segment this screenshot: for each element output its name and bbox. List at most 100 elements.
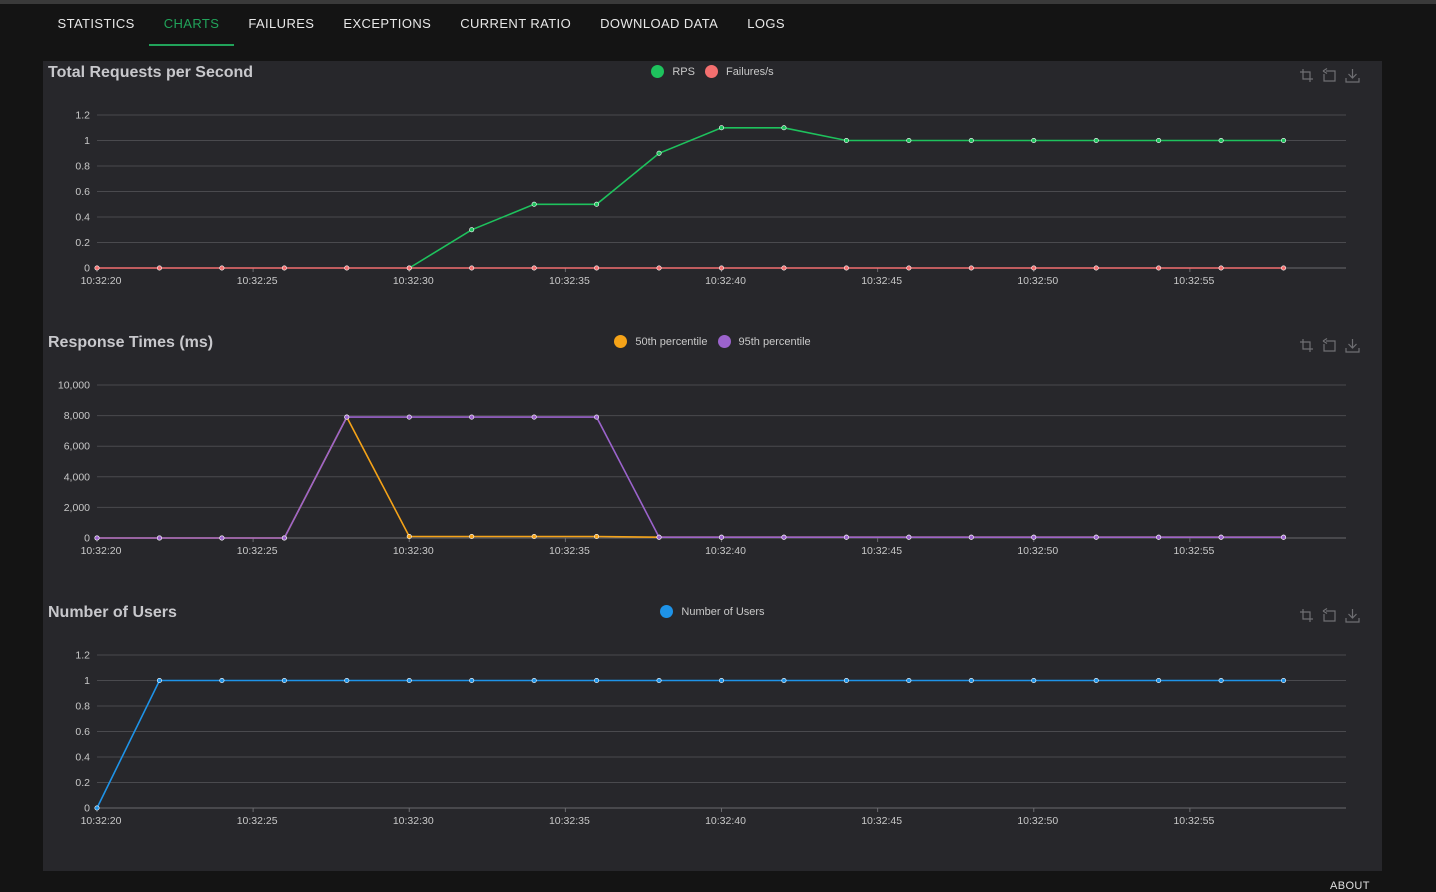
data-point[interactable] [281,535,287,541]
data-point[interactable] [1218,534,1224,540]
data-point[interactable] [843,534,849,540]
tab-statistics[interactable]: STATISTICS [57,16,135,31]
tab-download-data[interactable]: DOWNLOAD DATA [600,16,719,31]
data-point[interactable] [219,678,225,684]
download-icon[interactable] [1345,338,1360,353]
data-point[interactable] [656,534,662,540]
data-point[interactable] [344,414,350,420]
zoom-reset-icon[interactable] [1322,338,1337,353]
data-point[interactable] [1093,678,1099,684]
data-point[interactable] [344,678,350,684]
data-point[interactable] [843,678,849,684]
legend-item-p95[interactable]: 95th percentile [717,335,811,348]
legend-item-p50[interactable]: 50th percentile [614,335,708,348]
zoom-icon[interactable] [1299,338,1314,353]
data-point[interactable] [1156,265,1162,271]
data-point[interactable] [718,125,724,131]
zoom-icon[interactable] [1299,68,1314,83]
data-point[interactable] [1031,265,1037,271]
data-point[interactable] [1031,138,1037,144]
data-point[interactable] [469,265,475,271]
zoom-icon[interactable] [1299,608,1314,623]
data-point[interactable] [469,678,475,684]
data-point[interactable] [656,678,662,684]
zoom-reset-icon[interactable] [1322,68,1337,83]
users-chart-plot[interactable]: 0 0.2 0.4 0.6 0.8 1 1.2 10:32:20 10:32:25 10:32:3… [43,601,1382,871]
data-point[interactable] [968,265,974,271]
download-icon[interactable] [1345,68,1360,83]
data-point[interactable] [1281,138,1287,144]
data-point[interactable] [531,414,537,420]
data-point[interactable] [281,265,287,271]
data-point[interactable] [1093,534,1099,540]
data-point[interactable] [906,678,912,684]
data-point[interactable] [469,414,475,420]
data-point[interactable] [1218,138,1224,144]
data-point[interactable] [156,265,162,271]
data-point[interactable] [1218,678,1224,684]
data-point[interactable] [531,533,537,539]
tab-current-ratio[interactable]: CURRENT RATIO [460,16,572,31]
data-point[interactable] [344,265,350,271]
data-point[interactable] [156,678,162,684]
data-point[interactable] [656,265,662,271]
zoom-reset-icon[interactable] [1322,608,1337,623]
data-point[interactable] [406,265,412,271]
data-point[interactable] [94,805,100,811]
data-point[interactable] [843,138,849,144]
data-point[interactable] [281,678,287,684]
data-point[interactable] [1093,265,1099,271]
data-point[interactable] [843,265,849,271]
data-point[interactable] [906,534,912,540]
data-point[interactable] [968,138,974,144]
data-point[interactable] [1031,534,1037,540]
tab-logs[interactable]: LOGS [747,16,785,31]
tab-charts[interactable]: CHARTS [149,4,234,46]
legend-item-users[interactable]: Number of Users [660,605,765,618]
legend-item-rps[interactable]: RPS [651,65,695,78]
data-point[interactable] [1093,138,1099,144]
data-point[interactable] [156,535,162,541]
data-point[interactable] [406,414,412,420]
tab-failures[interactable]: FAILURES [248,16,315,31]
data-point[interactable] [594,265,600,271]
response-times-chart-plot[interactable]: 0 2,000 4,000 6,000 8,000 10,000 10:32:20 10:32… [43,331,1382,601]
data-point[interactable] [781,125,787,131]
data-point[interactable] [531,265,537,271]
data-point[interactable] [406,533,412,539]
data-point[interactable] [219,265,225,271]
data-point[interactable] [469,533,475,539]
data-point[interactable] [1281,534,1287,540]
data-point[interactable] [406,678,412,684]
data-point[interactable] [531,201,537,207]
data-point[interactable] [968,678,974,684]
data-point[interactable] [656,150,662,156]
data-point[interactable] [594,678,600,684]
data-point[interactable] [594,414,600,420]
rps-chart-plot[interactable]: 0 0.2 0.4 0.6 0.8 1 1.2 10:32:20 10:32:25 10:32:3… [43,61,1382,331]
data-point[interactable] [1156,534,1162,540]
data-point[interactable] [219,535,225,541]
data-point[interactable] [1281,265,1287,271]
data-point[interactable] [94,265,100,271]
data-point[interactable] [781,678,787,684]
data-point[interactable] [1156,138,1162,144]
data-point[interactable] [718,534,724,540]
data-point[interactable] [718,265,724,271]
data-point[interactable] [469,227,475,233]
data-point[interactable] [594,201,600,207]
data-point[interactable] [781,265,787,271]
data-point[interactable] [1281,678,1287,684]
data-point[interactable] [531,678,537,684]
about-link[interactable]: ABOUT [1330,880,1370,892]
data-point[interactable] [718,678,724,684]
data-point[interactable] [1156,678,1162,684]
data-point[interactable] [94,535,100,541]
download-icon[interactable] [1345,608,1360,623]
data-point[interactable] [968,534,974,540]
legend-item-failures[interactable]: Failures/s [704,65,774,78]
data-point[interactable] [1218,265,1224,271]
data-point[interactable] [594,533,600,539]
data-point[interactable] [1031,678,1037,684]
data-point[interactable] [906,265,912,271]
